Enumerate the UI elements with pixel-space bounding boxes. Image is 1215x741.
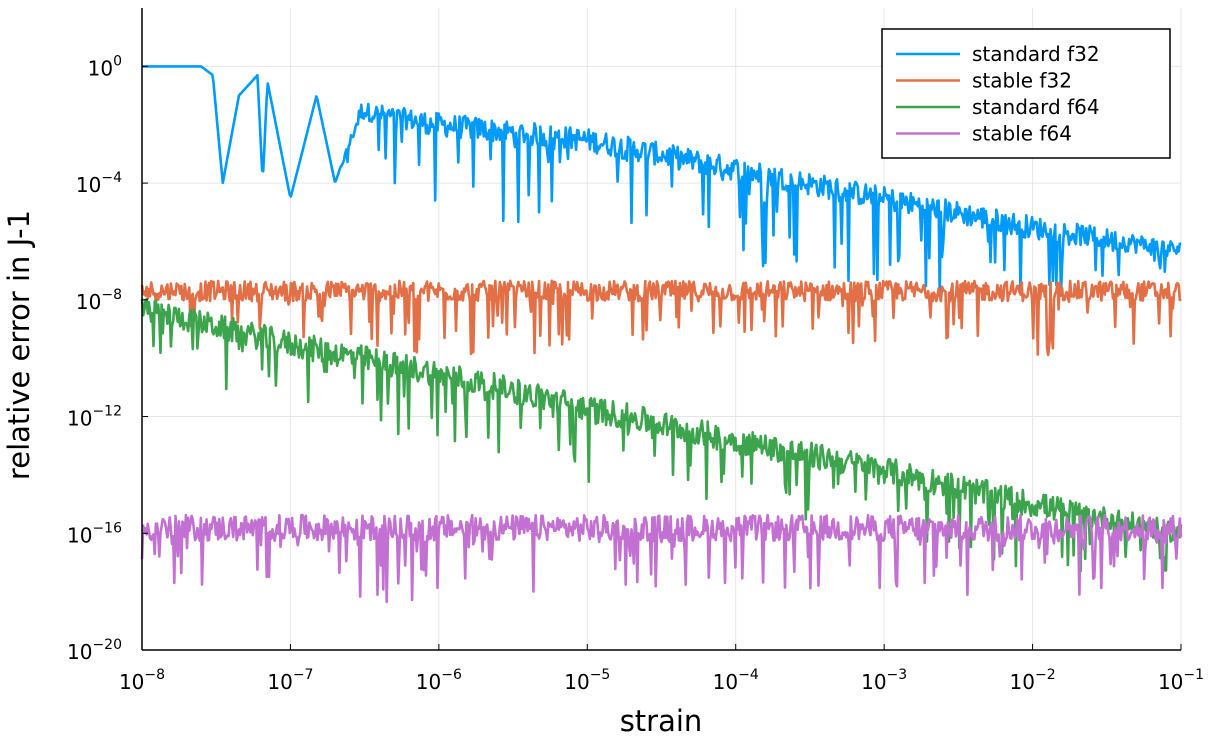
x-tick-label: 10−5: [564, 667, 610, 694]
x-tick-label: 10−1: [1158, 667, 1204, 694]
legend-box: [881, 28, 1171, 159]
legend-label: stable f64: [972, 122, 1072, 146]
series-line: [140, 513, 1183, 604]
legend-label: stable f32: [972, 69, 1072, 93]
x-tick-label: 10−6: [416, 667, 462, 694]
legend-label: standard f32: [972, 42, 1100, 66]
y-tick-label: 10−12: [67, 404, 122, 431]
x-tick-label: 10−7: [267, 667, 313, 694]
y-tick-label: 10−20: [67, 637, 122, 664]
x-tick-label: 10−8: [119, 667, 165, 694]
axes: 10−8 10−7 10−6 10−5 10−4 10−3 10−2 10−1 100 10−4 1…: [67, 8, 1204, 694]
x-tick-label: 10−3: [861, 667, 907, 694]
plot-area: [140, 65, 1183, 604]
series-line: [140, 279, 1182, 357]
y-tick-label: 10−4: [76, 170, 122, 197]
y-tick-label: 10−16: [67, 520, 122, 547]
y-axis-title: relative error in J-1: [2, 210, 36, 480]
series-line: [141, 65, 1182, 297]
series-line: [140, 298, 1183, 573]
y-tick-label: 10−8: [76, 287, 122, 314]
x-tick-label: 10−4: [713, 667, 759, 694]
x-tick-label: 10−2: [1010, 667, 1056, 694]
x-axis-title: strain: [620, 704, 703, 738]
y-tick-label: 100: [88, 53, 122, 80]
legend-label: standard f64: [972, 95, 1100, 119]
